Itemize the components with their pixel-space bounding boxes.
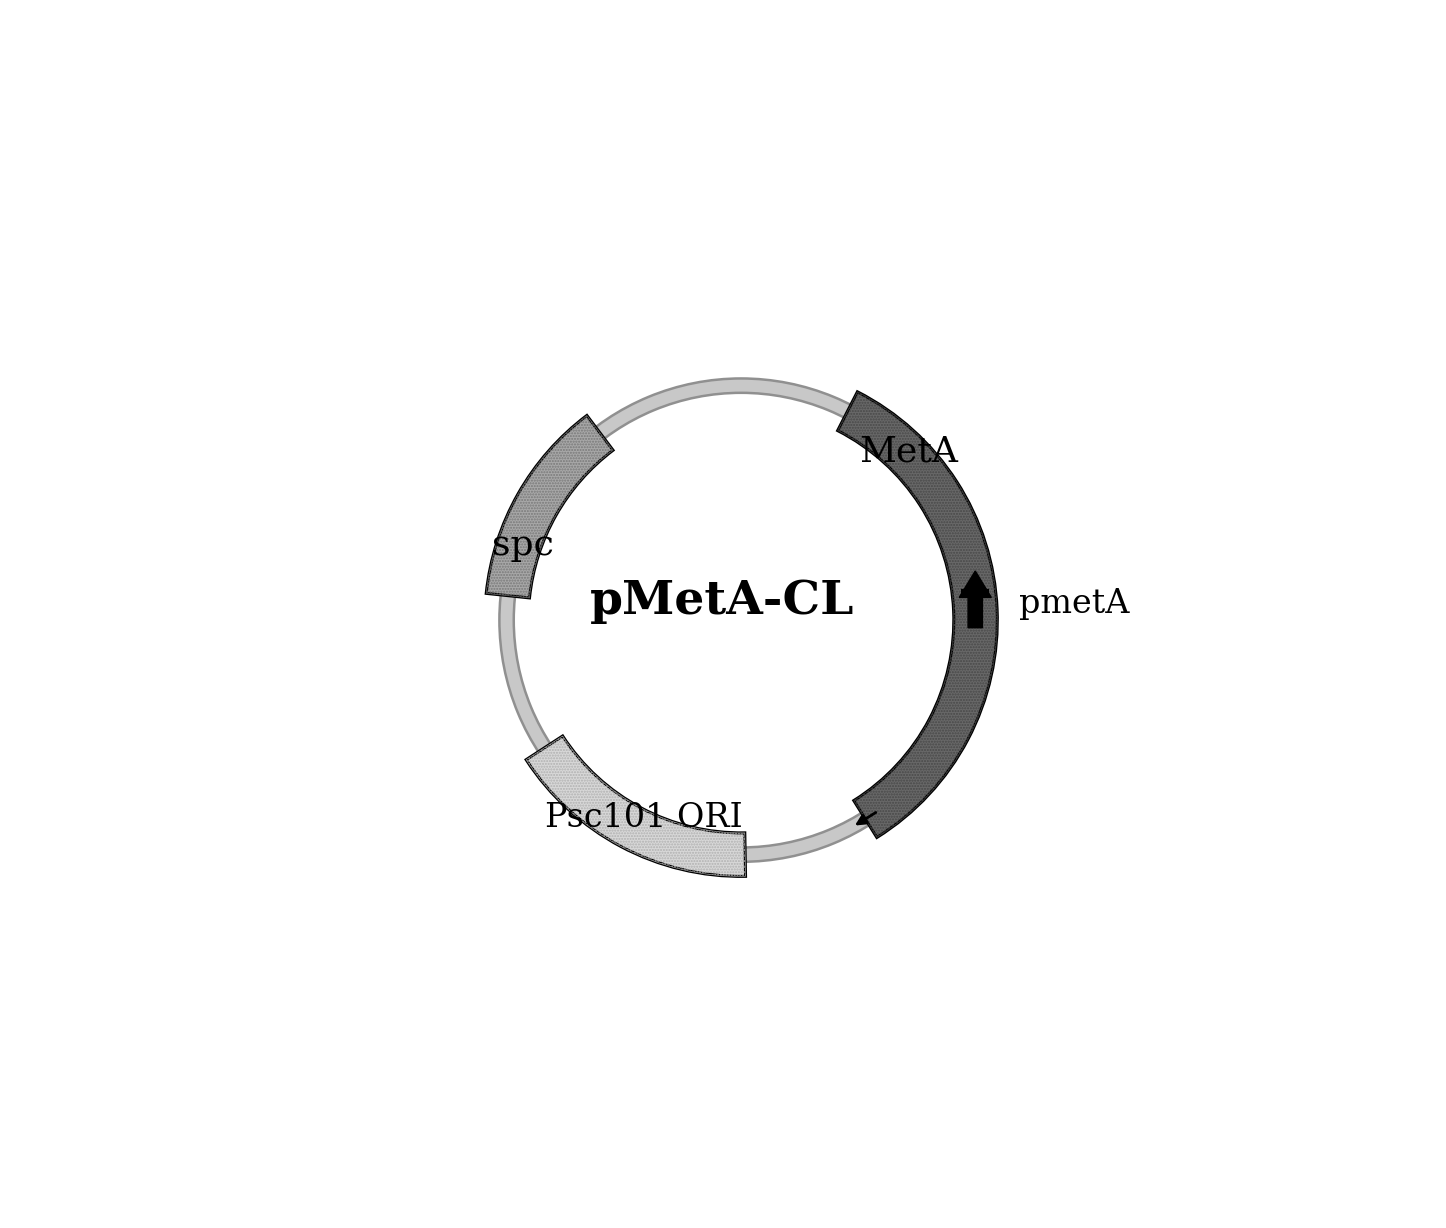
Text: pMetA-CL: pMetA-CL xyxy=(590,578,855,624)
Text: pmetA: pmetA xyxy=(1019,588,1129,620)
Text: spc: spc xyxy=(492,528,554,561)
Wedge shape xyxy=(526,736,746,877)
FancyArrow shape xyxy=(959,571,992,628)
Wedge shape xyxy=(837,392,998,837)
Text: MetA: MetA xyxy=(859,435,959,468)
Wedge shape xyxy=(499,378,983,862)
Wedge shape xyxy=(486,415,613,598)
Text: Psc101 ORI: Psc101 ORI xyxy=(545,802,743,834)
